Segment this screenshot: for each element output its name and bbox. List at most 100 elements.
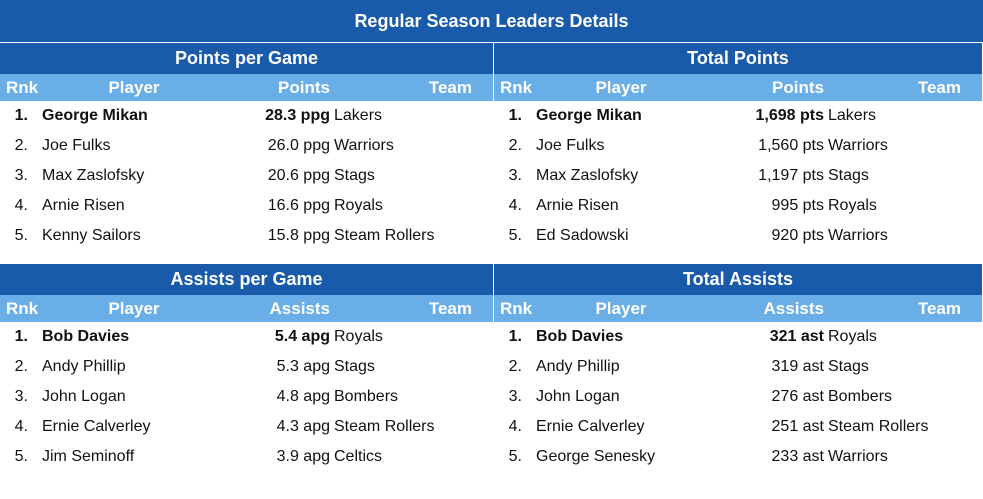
player-cell: Bob Davies xyxy=(42,328,130,345)
team-header: Team xyxy=(428,78,472,97)
section-title: Points per Game xyxy=(0,42,493,74)
table-row: 1. Bob Davies 5.4 apg Royals xyxy=(0,322,493,352)
player-cell: George Senesky xyxy=(536,448,656,465)
team-cell: Stags xyxy=(334,167,375,184)
team-cell: Warriors xyxy=(828,448,888,465)
rank-cell: 2. xyxy=(14,358,28,375)
value-cell: 26.0 ppg xyxy=(267,137,330,154)
table-row: 3. John Logan 4.8 apg Bombers xyxy=(0,382,493,412)
value-cell: 1,560 pts xyxy=(758,137,824,154)
rank-cell: 3. xyxy=(14,167,28,184)
team-cell: Stags xyxy=(828,358,869,375)
value-cell: 20.6 ppg xyxy=(267,167,330,184)
player-cell: Max Zaslofsky xyxy=(42,167,145,184)
section-assists-per-game: Assists per Game Rnk Player Assists Team… xyxy=(0,263,494,472)
value-cell: 15.8 ppg xyxy=(267,227,330,244)
table-row: 3. Max Zaslofsky 20.6 ppg Stags xyxy=(0,161,493,191)
section-title: Total Assists xyxy=(494,263,982,295)
table-row: 1. Bob Davies 321 ast Royals xyxy=(494,322,982,352)
table-row: 4. Arnie Risen 995 pts Royals xyxy=(494,191,982,221)
value-cell: 5.3 apg xyxy=(276,358,330,375)
player-cell: Joe Fulks xyxy=(42,137,111,154)
value-cell: 276 ast xyxy=(771,388,824,405)
section-gap xyxy=(0,251,983,263)
table-row: 1. George Mikan 28.3 ppg Lakers xyxy=(0,101,493,131)
rank-cell: 1. xyxy=(508,328,522,345)
player-cell: John Logan xyxy=(42,388,126,405)
leaders-grid: Assists per Game Rnk Player Assists Team… xyxy=(0,263,983,472)
player-cell: George Mikan xyxy=(42,107,148,124)
rank-cell: 3. xyxy=(508,167,522,184)
value-cell: 28.3 ppg xyxy=(265,107,330,124)
table-row: 1. George Mikan 1,698 pts Lakers xyxy=(494,101,982,131)
table-row: 4. Ernie Calverley 4.3 apg Steam Rollers xyxy=(0,412,493,442)
player-cell: Ed Sadowski xyxy=(536,227,629,244)
rank-cell: 4. xyxy=(14,197,28,214)
team-cell: Steam Rollers xyxy=(334,418,435,435)
table-row: 5. Jim Seminoff 3.9 apg Celtics xyxy=(0,442,493,472)
player-cell: Arnie Risen xyxy=(42,197,125,214)
rank-cell: 4. xyxy=(14,418,28,435)
team-cell: Royals xyxy=(828,197,877,214)
team-cell: Celtics xyxy=(334,448,383,465)
team-cell: Stags xyxy=(334,358,375,375)
value-cell: 16.6 ppg xyxy=(267,197,330,214)
value-cell: 3.9 apg xyxy=(276,448,330,465)
team-header: Team xyxy=(428,299,472,318)
table-title: Regular Season Leaders Details xyxy=(0,0,983,42)
rank-cell: 1. xyxy=(508,107,522,124)
team-cell: Warriors xyxy=(828,137,888,154)
rank-cell: 1. xyxy=(14,107,28,124)
section-title: Total Points xyxy=(494,42,982,74)
value-header: Assists xyxy=(269,299,330,318)
team-cell: Royals xyxy=(334,197,383,214)
value-header: Assists xyxy=(763,299,824,318)
player-header: Player xyxy=(108,78,160,97)
rank-cell: 2. xyxy=(508,137,522,154)
rank-header: Rnk xyxy=(6,299,39,318)
value-header: Points xyxy=(772,78,824,97)
value-cell: 995 pts xyxy=(771,197,824,214)
team-cell: Lakers xyxy=(334,107,383,124)
section-total-assists: Total Assists Rnk Player Assists Team 1.… xyxy=(494,263,983,472)
team-cell: Warriors xyxy=(334,137,394,154)
column-header-row: Rnk Player Points Team xyxy=(494,74,982,101)
team-cell: Stags xyxy=(828,167,869,184)
value-cell: 321 ast xyxy=(769,328,824,345)
rank-cell: 5. xyxy=(14,448,28,465)
rank-cell: 3. xyxy=(14,388,28,405)
player-cell: Ernie Calverley xyxy=(536,418,645,435)
value-cell: 4.3 apg xyxy=(276,418,330,435)
table-row: 4. Arnie Risen 16.6 ppg Royals xyxy=(0,191,493,221)
player-cell: Ernie Calverley xyxy=(42,418,151,435)
player-cell: Max Zaslofsky xyxy=(536,167,639,184)
rank-cell: 5. xyxy=(508,448,522,465)
player-cell: George Mikan xyxy=(536,107,642,124)
rank-cell: 4. xyxy=(508,418,522,435)
column-header-row: Rnk Player Points Team xyxy=(0,74,493,101)
rank-cell: 1. xyxy=(14,328,28,345)
team-header: Team xyxy=(917,78,961,97)
player-cell: Jim Seminoff xyxy=(42,448,135,465)
rank-header: Rnk xyxy=(500,299,533,318)
team-cell: Steam Rollers xyxy=(334,227,435,244)
table-row: 5. Kenny Sailors 15.8 ppg Steam Rollers xyxy=(0,221,493,251)
player-cell: Andy Phillip xyxy=(536,358,620,375)
rank-cell: 2. xyxy=(14,137,28,154)
table-row: 2. Andy Phillip 319 ast Stags xyxy=(494,352,982,382)
rank-header: Rnk xyxy=(500,78,533,97)
value-cell: 1,197 pts xyxy=(758,167,824,184)
team-cell: Bombers xyxy=(334,388,399,405)
player-cell: Andy Phillip xyxy=(42,358,126,375)
player-header: Player xyxy=(595,299,647,318)
player-cell: Bob Davies xyxy=(536,328,624,345)
table-row: 2. Joe Fulks 1,560 pts Warriors xyxy=(494,131,982,161)
player-cell: Kenny Sailors xyxy=(42,227,141,244)
table-row: 3. Max Zaslofsky 1,197 pts Stags xyxy=(494,161,982,191)
table-row: 3. John Logan 276 ast Bombers xyxy=(494,382,982,412)
rank-cell: 5. xyxy=(508,227,522,244)
player-header: Player xyxy=(595,78,647,97)
team-cell: Royals xyxy=(828,328,877,345)
column-header-row: Rnk Player Assists Team xyxy=(0,295,493,322)
player-cell: John Logan xyxy=(536,388,620,405)
